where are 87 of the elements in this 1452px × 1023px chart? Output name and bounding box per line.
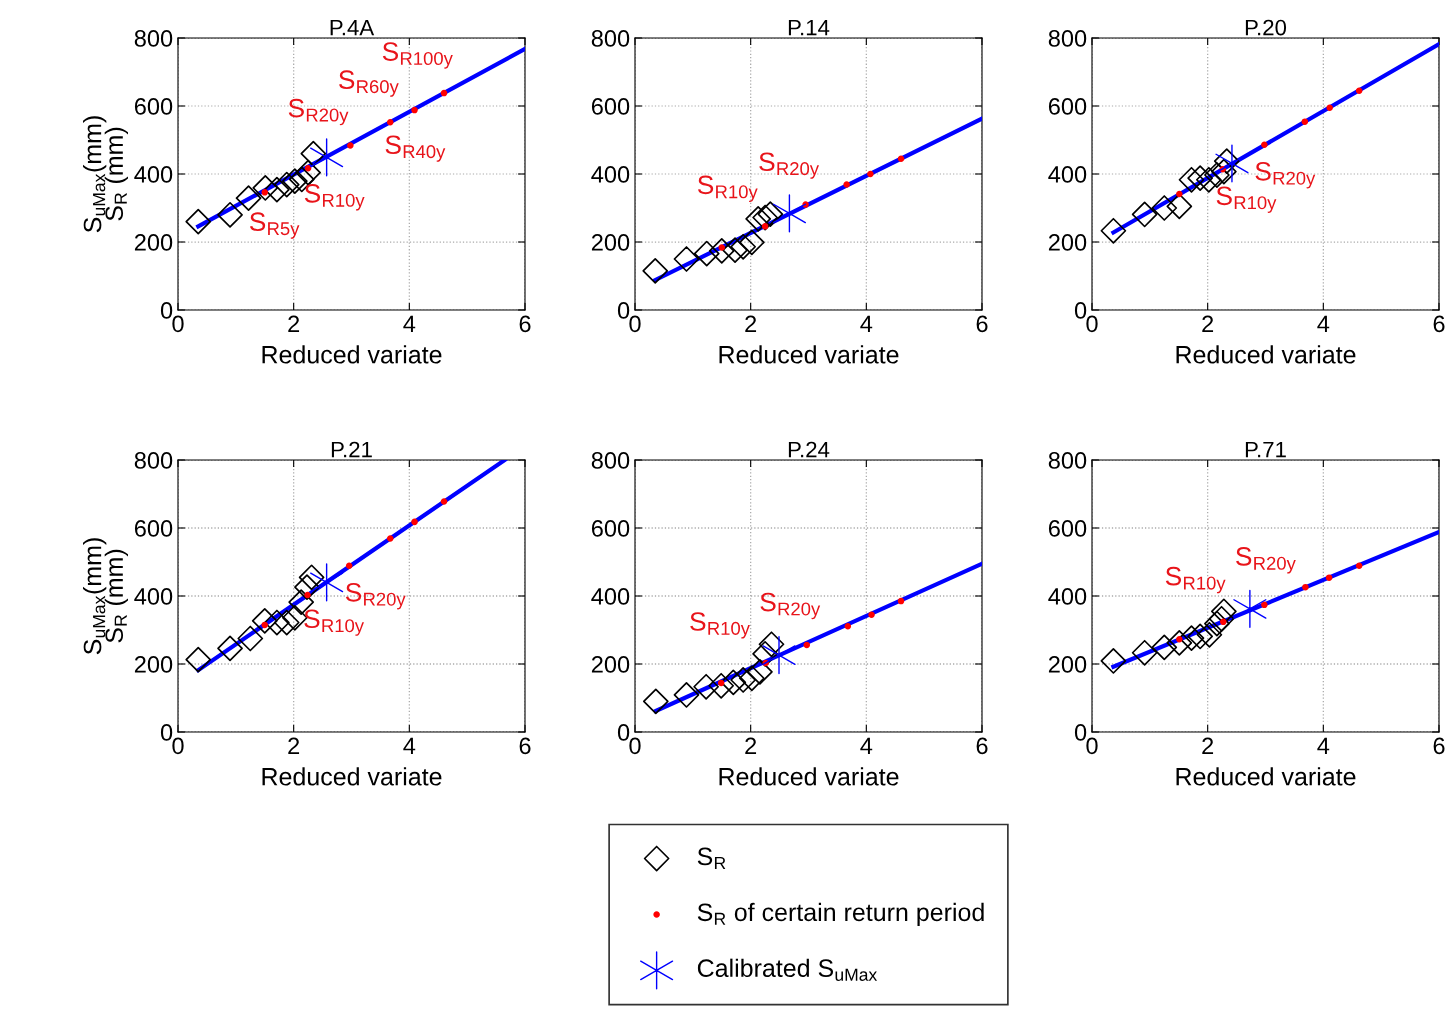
x-axis-title: Reduced variate <box>1176 345 1356 364</box>
annotation: S$_{R20y}$ <box>345 582 406 610</box>
y-tick-label: 600 <box>1048 98 1087 115</box>
y-tick-label: 200 <box>134 234 173 251</box>
legend-label: S$_{R}$ <box>697 847 726 870</box>
y-tick-label: 800 <box>1048 30 1087 47</box>
y-tick-label: 600 <box>591 520 630 537</box>
annotation: S$_{R10y}$ <box>1216 186 1277 213</box>
chart-title: P.24 <box>788 441 830 458</box>
annotation: S$_{R20y}$ <box>759 152 819 179</box>
y-tick-label: 0 <box>160 302 173 319</box>
annotation: S$_{R40y}$ <box>385 135 446 162</box>
x-tick-label: 2 <box>745 737 757 754</box>
annotation: S$_{R100y}$ <box>382 42 453 69</box>
x-tick-label: 2 <box>745 315 757 332</box>
y-tick-label: 800 <box>134 30 173 47</box>
x-axis-title: Reduced variate <box>719 345 899 364</box>
x-tick-label: 4 <box>1317 315 1330 332</box>
x-axis-title: Reduced variate <box>1176 767 1356 786</box>
y-tick-label: 400 <box>591 588 630 605</box>
y-tick-label: 200 <box>1048 234 1087 251</box>
annotation: S$_{R20y}$ <box>760 592 821 620</box>
y-tick-label: 200 <box>134 656 173 673</box>
annotation: S$_{R60y}$ <box>339 70 399 97</box>
y-tick-label: 800 <box>591 452 630 469</box>
text: S$_{uMax}$(mm) S$_{R}$ (mm) <box>83 116 128 233</box>
annotation: S$_{R10y}$ <box>697 175 758 202</box>
x-axis-title: Reduced variate <box>719 767 899 786</box>
y-tick-label: 0 <box>1074 302 1087 319</box>
chart-title: P.21 <box>331 441 372 458</box>
y-tick-label: 400 <box>134 166 173 183</box>
legend-label: S$_{R}$ of certain return period <box>697 902 984 927</box>
y-tick-label: 600 <box>134 98 173 115</box>
chart-title: P.4A <box>330 19 375 36</box>
x-axis-title: Reduced variate <box>262 345 442 364</box>
annotation: S$_{R5y}$ <box>249 212 300 239</box>
y-tick-label: 800 <box>591 30 630 47</box>
y-tick-label: 600 <box>134 520 173 537</box>
y-tick-label: 800 <box>134 452 173 469</box>
x-axis-title: Reduced variate <box>262 767 442 786</box>
x-tick-label: 0 <box>1086 315 1098 333</box>
x-tick-label: 2 <box>288 315 300 332</box>
annotation: S$_{R20y}$ <box>1255 161 1316 189</box>
y-tick-label: 0 <box>1074 724 1087 741</box>
x-tick-label: 4 <box>1317 737 1330 754</box>
y-tick-label: 400 <box>134 588 173 605</box>
y-tick-label: 0 <box>617 724 630 741</box>
x-tick-label: 0 <box>629 315 641 333</box>
text: S$_{uMax}$(mm) S$_{R}$ (mm) <box>83 538 128 655</box>
y-tick-label: 400 <box>1048 588 1087 605</box>
x-tick-label: 2 <box>1202 315 1214 332</box>
chart-title: P.71 <box>1245 441 1286 458</box>
x-tick-label: 2 <box>288 737 300 754</box>
x-tick-label: 0 <box>172 737 184 755</box>
annotation: S$_{R10y}$ <box>304 184 365 211</box>
annotation: S$_{R10y}$ <box>690 612 750 639</box>
annotation: S$_{R10y}$ <box>304 609 364 636</box>
x-tick-label: 4 <box>403 737 416 754</box>
y-tick-label: 0 <box>160 724 173 741</box>
annotation: S$_{R20y}$ <box>288 98 349 126</box>
x-tick-label: 0 <box>1086 737 1098 755</box>
y-tick-label: 0 <box>617 302 630 319</box>
y-tick-label: 400 <box>591 166 630 183</box>
x-tick-label: 6 <box>976 315 988 333</box>
x-tick-label: 6 <box>976 737 988 755</box>
y-tick-label: 800 <box>1048 452 1087 469</box>
x-tick-label: 0 <box>172 315 184 333</box>
x-tick-label: 6 <box>1433 315 1445 333</box>
x-tick-label: 6 <box>1433 737 1445 755</box>
x-tick-label: 4 <box>860 737 873 754</box>
annotation: S$_{R20y}$ <box>1236 547 1296 574</box>
x-tick-label: 6 <box>519 315 531 333</box>
annotation: S$_{R10y}$ <box>1165 566 1226 594</box>
legend-label: Calibrated S$_{uMax}$ <box>697 958 878 981</box>
y-tick-label: 200 <box>591 656 630 673</box>
x-tick-label: 4 <box>860 315 873 332</box>
x-tick-label: 6 <box>519 737 531 755</box>
y-tick-label: 600 <box>1048 520 1087 537</box>
x-tick-label: 2 <box>1202 737 1214 754</box>
x-tick-label: 4 <box>403 315 416 332</box>
y-tick-label: 400 <box>1048 166 1087 183</box>
x-tick-label: 0 <box>629 737 641 755</box>
chart-title: P.14 <box>788 19 830 36</box>
y-tick-label: 200 <box>1048 656 1087 673</box>
y-tick-label: 600 <box>591 98 630 115</box>
y-tick-label: 200 <box>591 234 630 251</box>
chart-title: P.20 <box>1245 19 1287 36</box>
